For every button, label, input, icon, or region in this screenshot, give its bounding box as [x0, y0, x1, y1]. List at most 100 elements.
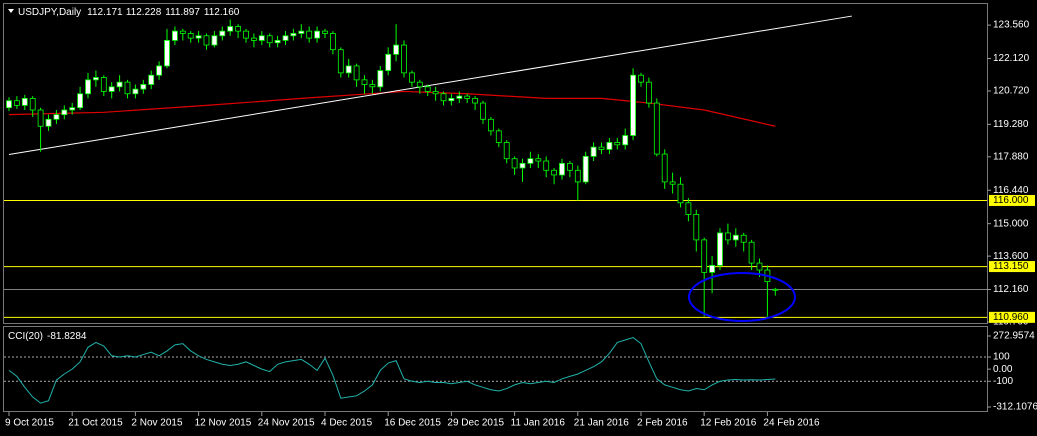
candle-body: [440, 93, 447, 102]
candle-body: [725, 232, 731, 241]
candle-body: [156, 65, 163, 76]
open: 112.171: [87, 7, 123, 18]
x-tick-label: 2 Feb 2016: [637, 418, 688, 429]
candle-body: [393, 44, 400, 55]
candle-body: [148, 74, 155, 85]
candle-body: [171, 30, 178, 41]
trendline: [8, 15, 853, 156]
candle-body: [164, 40, 170, 67]
candle-body: [100, 77, 107, 92]
candle-body: [290, 33, 297, 37]
cci-value: -81.8284: [47, 331, 87, 342]
candle-body: [551, 169, 557, 176]
y-tick-label: 123.560: [993, 20, 1030, 31]
candle-body: [487, 118, 494, 132]
candle-body: [424, 86, 431, 92]
candle-body: [408, 72, 415, 83]
y-tick-label: 0.00: [993, 364, 1013, 375]
candle-body: [519, 162, 526, 169]
candle-body: [235, 26, 242, 32]
level-label: 110.960: [993, 312, 1029, 323]
candle-body: [345, 65, 352, 74]
level-label-box: [989, 311, 1035, 323]
high: 112.228: [126, 7, 162, 18]
candle-body: [401, 44, 407, 74]
y-tick-label: 112.160: [993, 284, 1029, 295]
price-pane: [3, 3, 988, 324]
candle-body: [701, 239, 708, 273]
candle-body: [472, 98, 479, 104]
candle-body: [37, 109, 44, 127]
candle-body: [582, 155, 589, 183]
candle-body: [274, 40, 281, 44]
candle-body: [195, 35, 202, 39]
y-tick-label: 117.880: [993, 151, 1029, 162]
candle-body: [337, 49, 344, 74]
menu-arrow: [8, 9, 14, 13]
x-tick-label: 24 Nov 2015: [258, 418, 315, 429]
candle-body: [187, 33, 194, 39]
chart-header: USDJPY,Daily 112.171 112.228 111.897 112.160: [18, 7, 240, 18]
candle-body: [756, 262, 763, 271]
candle-body: [53, 114, 60, 120]
candle-body: [416, 81, 423, 88]
candle-body: [140, 84, 147, 90]
x-tick-label: 29 Dec 2015: [447, 418, 504, 429]
candle-body: [353, 65, 360, 81]
candle-body: [653, 102, 660, 155]
x-tick-label: 9 Oct 2015: [5, 418, 54, 429]
candle-body: [361, 79, 368, 85]
candle-body: [567, 162, 573, 171]
x-tick-label: 2 Nov 2015: [131, 418, 183, 429]
candle-body: [448, 98, 455, 102]
candle-body: [21, 98, 28, 106]
plot: 123.560 122.120 120.720 119.280 117.880 116.4…: [4, 15, 1037, 429]
candle-body: [243, 30, 249, 39]
y-tick-label: 122.120: [993, 53, 1030, 64]
candle-body: [464, 95, 471, 99]
candle-body: [732, 234, 739, 241]
candle-body: [132, 88, 139, 95]
x-tick-label: 12 Nov 2015: [195, 418, 252, 429]
candle-body: [369, 84, 376, 88]
candle-body: [638, 74, 644, 83]
close: 112.160: [204, 7, 240, 18]
candle-body: [574, 169, 581, 183]
candle-body: [685, 202, 692, 215]
candle-body: [69, 107, 76, 111]
candle-body: [511, 158, 518, 169]
y-tick-label: 100: [993, 352, 1010, 363]
candle-body: [282, 35, 289, 41]
candle-body: [432, 91, 439, 95]
candle-body: [77, 93, 83, 109]
candle-body: [45, 118, 52, 127]
x-tick-label: 12 Feb 2016: [700, 418, 757, 429]
y-tick-label: 116.440: [993, 185, 1029, 196]
candle-body: [108, 86, 115, 92]
level-label: 116.000: [993, 195, 1029, 206]
level-label-box: [989, 261, 1035, 273]
cci-header: CCI(20) -81.8284: [8, 331, 87, 342]
candle-body: [6, 100, 12, 109]
candle-body: [606, 142, 613, 150]
level-label-box: [989, 194, 1035, 206]
symbol: USDJPY,Daily: [18, 7, 81, 18]
candle-body: [693, 213, 700, 241]
y-tick-label: 120.720: [993, 86, 1030, 97]
candle-body: [298, 30, 305, 34]
candle-body: [772, 288, 779, 291]
candle-body: [329, 33, 336, 51]
candle-body: [543, 160, 550, 171]
candle-body: [377, 70, 384, 88]
candle-body: [203, 35, 210, 46]
candle-body: [314, 30, 321, 39]
candle-body: [250, 37, 257, 41]
candle-body: [535, 158, 542, 162]
candle-body: [717, 232, 723, 266]
x-tick-label: 16 Dec 2015: [384, 418, 441, 429]
candle-body: [677, 183, 684, 204]
x-tick-label: 11 Jan 2016: [511, 418, 566, 429]
candle-body: [614, 142, 621, 146]
